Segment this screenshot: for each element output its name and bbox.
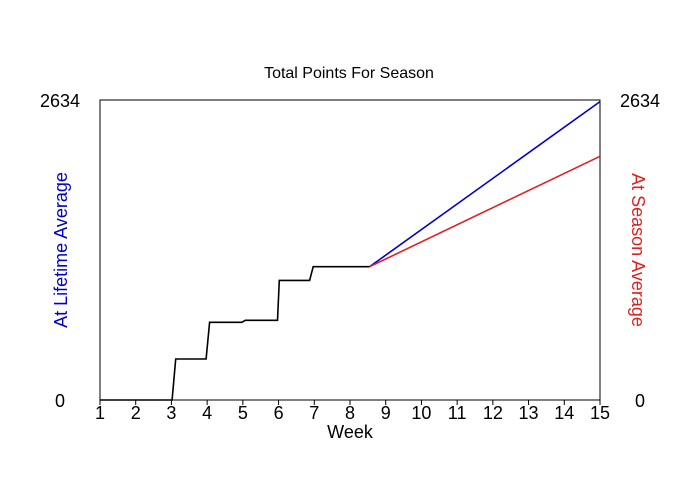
x-tick-label: 14 (554, 403, 574, 423)
y-left-top-tick: 2634 (40, 91, 80, 111)
x-tick-label: 15 (590, 403, 610, 423)
x-axis-ticks: 1 2 3 4 5 6 7 8 9 10 11 12 13 14 15 (95, 400, 610, 423)
y-left-bottom-tick: 0 (55, 391, 65, 411)
y-axis-label-left: At Lifetime Average (51, 172, 71, 328)
series-layer (100, 100, 601, 401)
chart-title: Total Points For Season (264, 65, 434, 82)
plot-area (99, 99, 601, 401)
x-tick-label: 10 (411, 403, 431, 423)
x-tick-label: 7 (309, 403, 319, 423)
x-tick-label: 12 (483, 403, 503, 423)
x-tick-label: 2 (131, 403, 141, 423)
series-line-season (369, 155, 601, 268)
y-right-top-tick: 2634 (620, 91, 660, 111)
y-right-bottom-tick: 0 (635, 391, 645, 411)
x-tick-label: 13 (519, 403, 539, 423)
x-tick-label: 8 (345, 403, 355, 423)
x-tick-label: 3 (166, 403, 176, 423)
x-tick-label: 4 (202, 403, 212, 423)
series-line-lifetime (369, 100, 601, 268)
x-tick-label: 9 (381, 403, 391, 423)
x-tick-label: 1 (95, 403, 105, 423)
x-tick-label: 11 (448, 403, 467, 423)
x-axis-label: Week (327, 422, 374, 442)
x-tick-label: 6 (274, 403, 284, 423)
series-line-actual (100, 265, 370, 401)
y-axis-label-right: At Season Average (628, 173, 648, 327)
x-tick-label: 5 (238, 403, 248, 423)
